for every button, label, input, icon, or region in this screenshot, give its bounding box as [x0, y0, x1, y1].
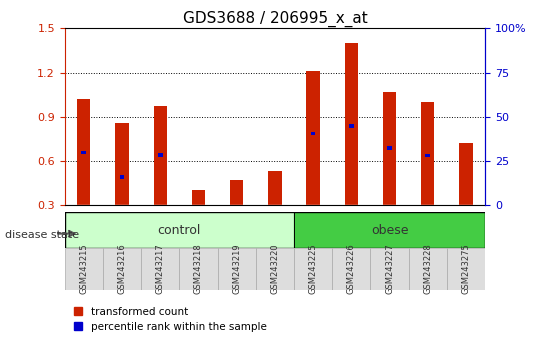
Text: GSM243220: GSM243220: [271, 244, 279, 295]
Bar: [192, 190, 205, 205]
Bar: [81, 151, 86, 154]
Text: GSM243225: GSM243225: [309, 244, 317, 295]
Bar: [273, 213, 277, 217]
Title: GDS3688 / 206995_x_at: GDS3688 / 206995_x_at: [183, 11, 367, 27]
Bar: [65, 248, 103, 290]
Bar: [196, 224, 201, 227]
Text: GSM243227: GSM243227: [385, 244, 394, 295]
Bar: [294, 212, 485, 248]
Bar: [154, 107, 167, 205]
Bar: [344, 43, 358, 205]
Bar: [387, 146, 392, 150]
Bar: [141, 248, 179, 290]
Bar: [307, 71, 320, 205]
Text: control: control: [157, 224, 201, 236]
Bar: [459, 143, 473, 205]
Text: GSM243218: GSM243218: [194, 244, 203, 295]
Bar: [120, 175, 125, 179]
Text: GSM243228: GSM243228: [423, 244, 432, 295]
Text: GSM243215: GSM243215: [79, 244, 88, 295]
Bar: [447, 248, 485, 290]
Text: GSM243219: GSM243219: [232, 244, 241, 295]
Bar: [425, 154, 430, 158]
Text: GSM243217: GSM243217: [156, 244, 165, 295]
Bar: [383, 92, 396, 205]
Bar: [311, 132, 315, 135]
Bar: [230, 179, 244, 205]
Bar: [332, 248, 370, 290]
Text: GSM243226: GSM243226: [347, 244, 356, 295]
Bar: [115, 124, 129, 205]
Bar: [464, 213, 468, 216]
Bar: [65, 212, 294, 248]
Bar: [179, 248, 218, 290]
Text: GSM243216: GSM243216: [118, 244, 127, 295]
Bar: [349, 124, 354, 128]
Bar: [370, 248, 409, 290]
Text: GSM243275: GSM243275: [461, 244, 471, 295]
Text: disease state: disease state: [5, 230, 80, 240]
Bar: [409, 248, 447, 290]
Bar: [268, 171, 281, 205]
Bar: [103, 248, 141, 290]
Text: obese: obese: [371, 224, 409, 236]
Bar: [294, 248, 332, 290]
Bar: [234, 219, 239, 223]
Bar: [77, 99, 91, 205]
Bar: [65, 212, 294, 248]
Bar: [218, 248, 256, 290]
Legend: transformed count, percentile rank within the sample: transformed count, percentile rank withi…: [70, 303, 271, 336]
Bar: [256, 248, 294, 290]
Bar: [158, 153, 163, 156]
Bar: [421, 102, 434, 205]
